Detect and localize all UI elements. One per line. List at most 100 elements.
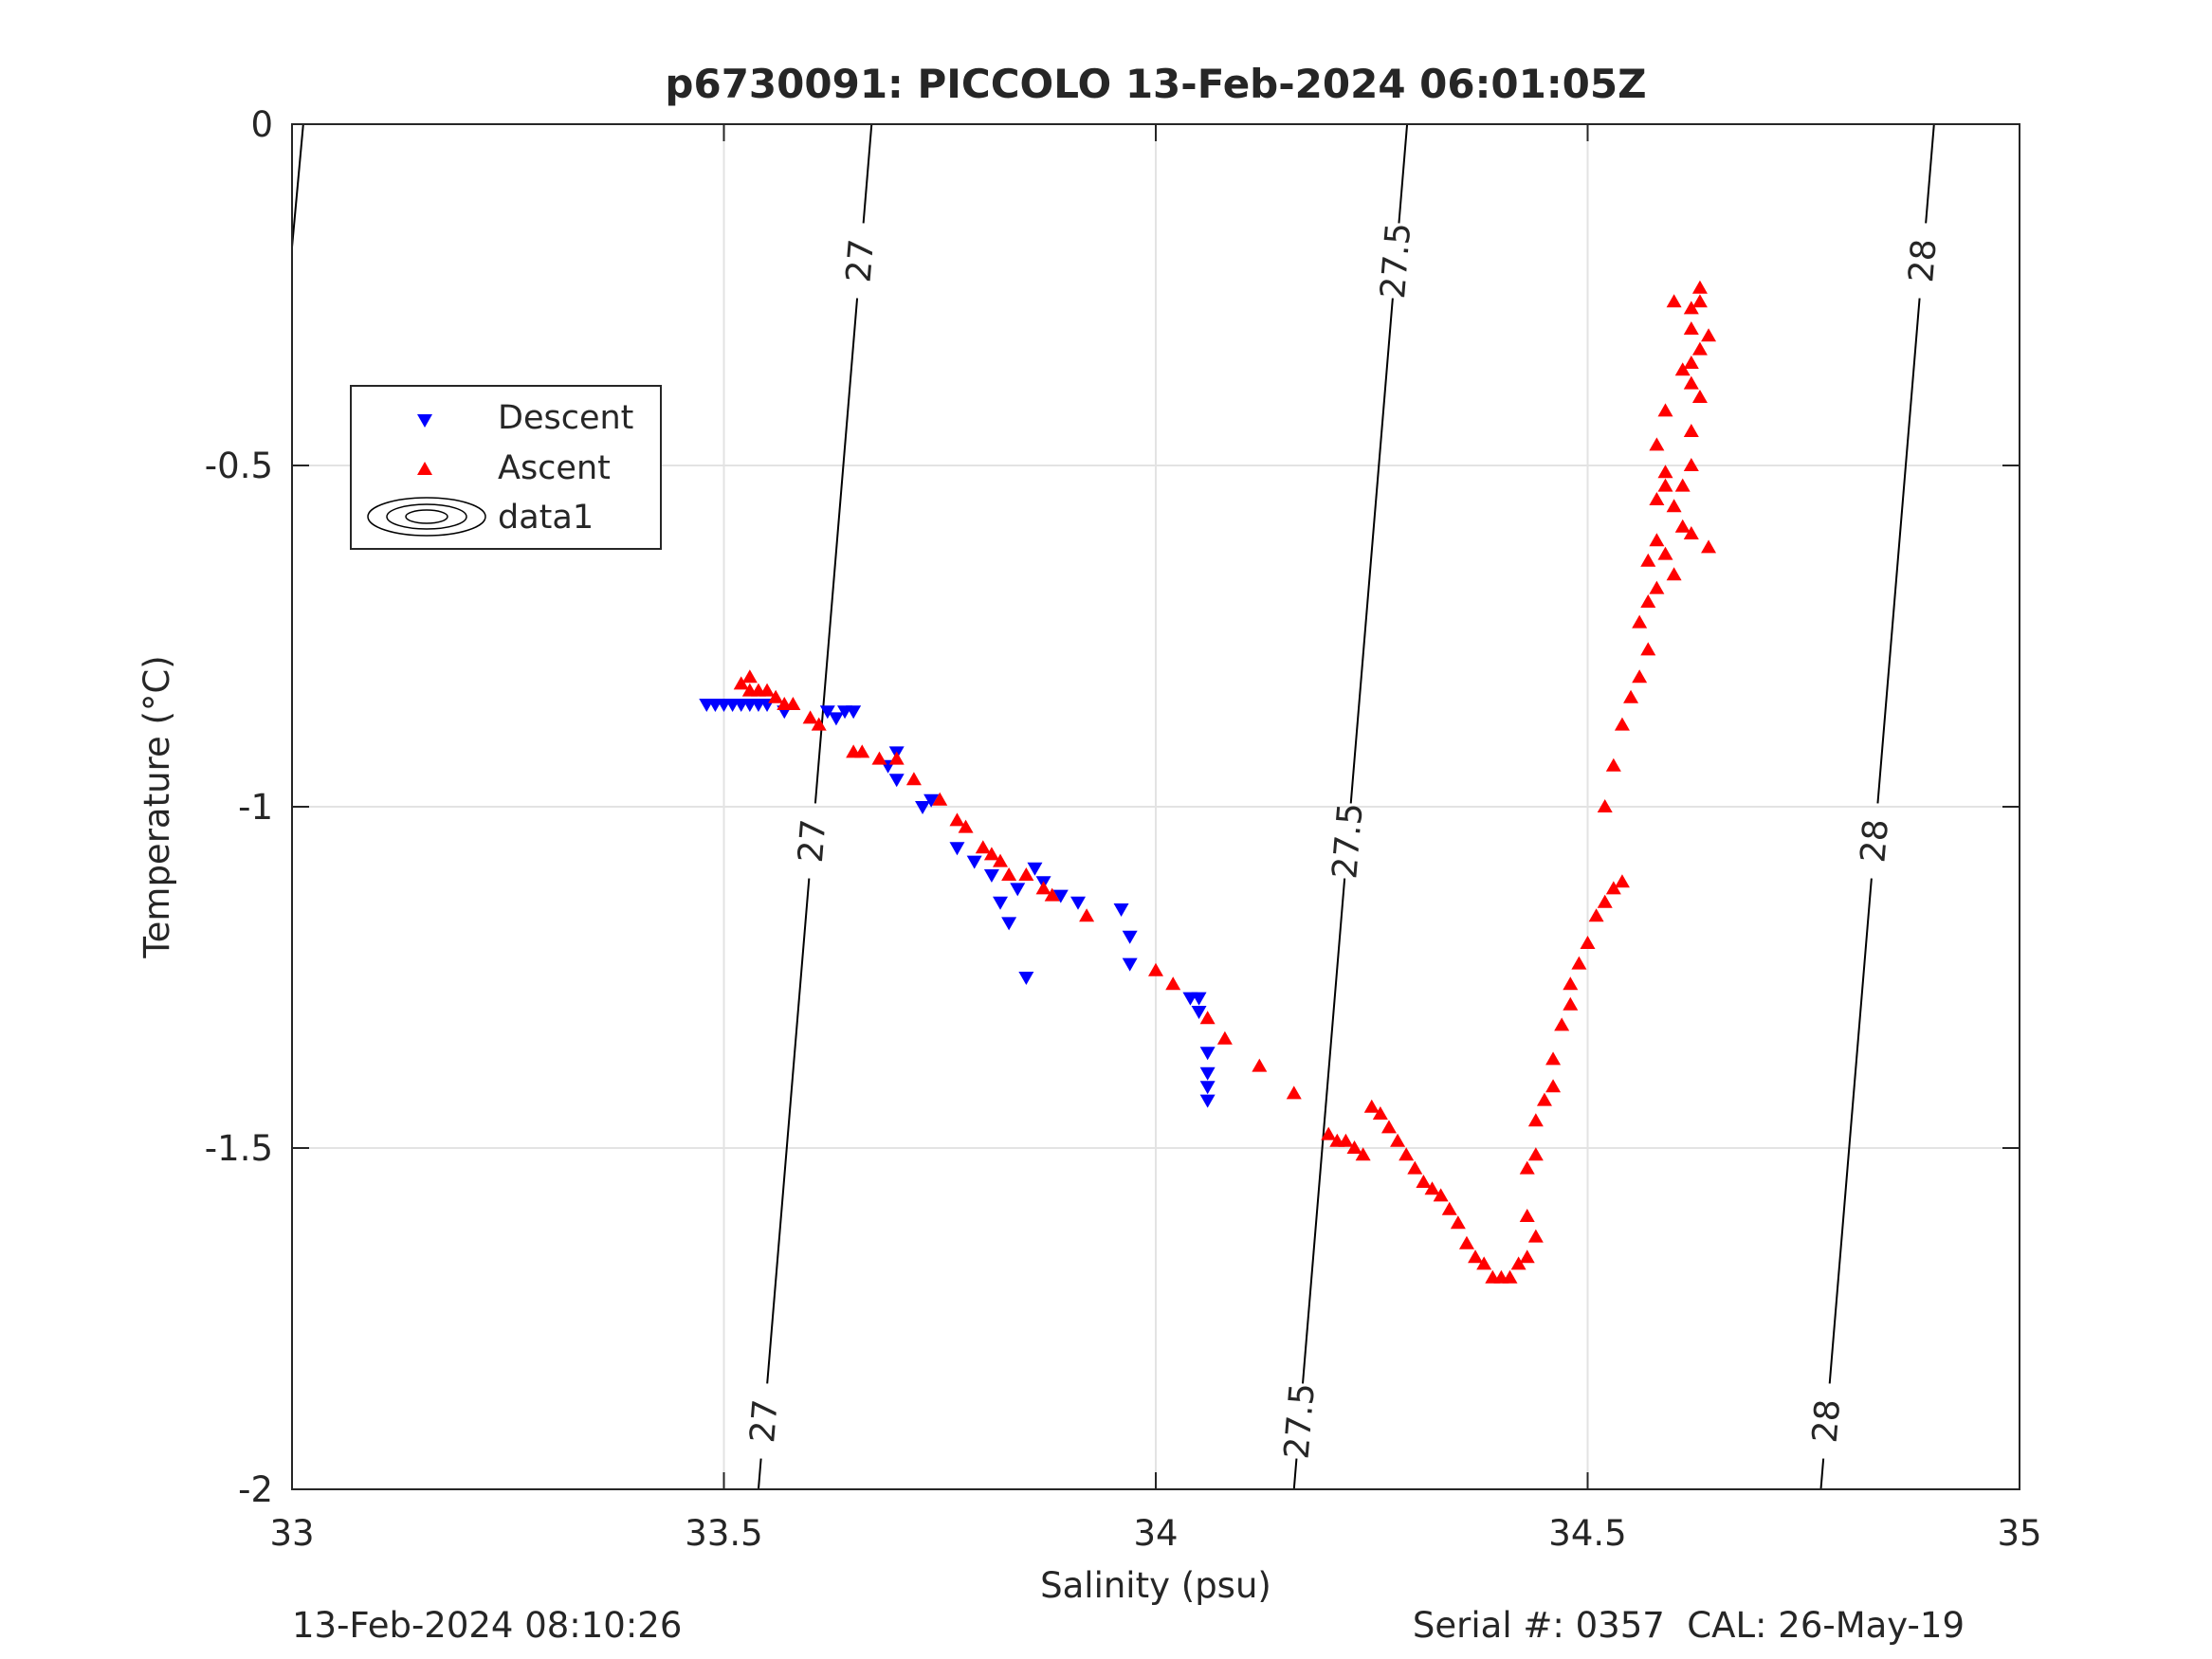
ascent-marker bbox=[1355, 1147, 1371, 1161]
ascent-marker bbox=[741, 669, 758, 684]
y-tick-label: -0.5 bbox=[205, 446, 273, 486]
ascent-marker bbox=[1683, 526, 1699, 539]
y-axis-label: Temperature (°C) bbox=[137, 655, 177, 958]
ascent-marker bbox=[768, 689, 784, 703]
ascent-marker bbox=[1683, 301, 1699, 315]
ascent-marker bbox=[1563, 976, 1579, 991]
descent-marker bbox=[949, 842, 965, 856]
descent-marker bbox=[828, 712, 844, 726]
descent-marker bbox=[819, 705, 835, 720]
y-tick-label: -2 bbox=[238, 1469, 273, 1510]
ascent-marker bbox=[1363, 1099, 1380, 1113]
ascent-marker bbox=[1683, 356, 1699, 369]
ascent-marker bbox=[1468, 1249, 1484, 1264]
ascent-marker bbox=[1554, 1017, 1570, 1031]
ascent-marker bbox=[1666, 567, 1682, 581]
ascent-marker bbox=[1649, 580, 1665, 594]
ascent-marker bbox=[1597, 894, 1613, 908]
ascent-marker bbox=[1441, 1201, 1457, 1215]
ascent-marker bbox=[1683, 458, 1699, 471]
ascent-marker bbox=[1398, 1147, 1415, 1161]
descent-marker bbox=[1010, 883, 1026, 897]
ascent-marker bbox=[1390, 1133, 1406, 1147]
ascent-marker bbox=[975, 840, 991, 854]
ascent-marker bbox=[1640, 642, 1656, 656]
ascent-marker bbox=[1597, 799, 1613, 812]
descent-marker bbox=[1122, 930, 1138, 944]
ascent-marker bbox=[1657, 465, 1673, 479]
ascent-marker bbox=[1527, 1229, 1544, 1243]
ascent-marker bbox=[1338, 1133, 1354, 1147]
ascent-marker bbox=[733, 676, 749, 690]
legend-descent-label: Descent bbox=[498, 399, 633, 437]
ascent-marker bbox=[1476, 1256, 1492, 1270]
isopycnal-segment bbox=[1398, 123, 1409, 224]
ascent-marker bbox=[1632, 669, 1648, 684]
ascent-marker bbox=[1588, 908, 1604, 922]
ascent-marker bbox=[888, 751, 905, 765]
y-axis-ticks: -2 -1.5 -1 -0.5 0 bbox=[205, 104, 2020, 1510]
ascent-marker bbox=[1450, 1215, 1466, 1230]
ascent-marker bbox=[1372, 1106, 1388, 1120]
ascent-marker bbox=[1079, 908, 1095, 922]
descent-marker bbox=[1122, 957, 1138, 972]
descent-marker bbox=[1070, 896, 1087, 910]
isopycnal-segment bbox=[1819, 1458, 1825, 1490]
density-contours: 27 27 27 27.5 27.5 27.5 28 28 28 bbox=[291, 123, 1945, 1490]
isopycnal-segment bbox=[1349, 298, 1394, 804]
ascent-marker bbox=[1252, 1058, 1268, 1072]
ascent-marker bbox=[983, 847, 999, 861]
ascent-marker bbox=[1691, 294, 1708, 308]
isopycnal-segment bbox=[1828, 878, 1873, 1384]
ascent-marker bbox=[1605, 881, 1621, 895]
descent-marker bbox=[993, 896, 1009, 910]
ascent-marker bbox=[1433, 1188, 1449, 1202]
legend-contour-label: data1 bbox=[498, 499, 594, 537]
ascent-marker bbox=[1640, 594, 1656, 608]
descent-marker bbox=[888, 774, 905, 788]
ascent-marker bbox=[1035, 881, 1051, 895]
ascent-marker bbox=[1683, 424, 1699, 437]
ascent-marker bbox=[1407, 1160, 1423, 1175]
ascent-marker bbox=[1666, 499, 1682, 513]
ascent-marker bbox=[1691, 341, 1708, 356]
legend-ascent-label: Ascent bbox=[498, 449, 611, 487]
ascent-marker bbox=[1519, 1209, 1535, 1222]
ascent-marker bbox=[759, 683, 776, 697]
ascent-marker bbox=[1545, 1079, 1562, 1093]
ascent-marker bbox=[802, 710, 818, 724]
ascent-marker bbox=[871, 751, 887, 765]
grid-lines bbox=[291, 123, 2020, 1490]
isopycnal-label: 27 bbox=[743, 1398, 786, 1445]
isopycnal-segment bbox=[766, 878, 811, 1384]
ascent-marker bbox=[1701, 328, 1717, 342]
x-tick-label: 35 bbox=[1997, 1513, 2041, 1554]
ascent-marker bbox=[1458, 1235, 1474, 1249]
isopycnal-label: 27 bbox=[840, 238, 883, 284]
ascent-marker bbox=[1691, 390, 1708, 403]
descent-marker bbox=[1052, 889, 1069, 903]
isopycnal-segment bbox=[1292, 1458, 1298, 1490]
descent-marker bbox=[1027, 862, 1043, 876]
isopycnal-segment bbox=[757, 1458, 762, 1490]
ascent-marker bbox=[958, 819, 974, 833]
footer-serial-cal: Serial #: 0357 CAL: 26-May-19 bbox=[1413, 1605, 1965, 1646]
descent-marker bbox=[1199, 1047, 1216, 1061]
descent-marker bbox=[1199, 1094, 1216, 1108]
legend-box bbox=[350, 385, 662, 550]
ascent-marker bbox=[1683, 375, 1699, 390]
ascent-marker bbox=[993, 853, 1009, 867]
ascent-marker bbox=[1148, 962, 1163, 976]
isopycnal-segment-corner bbox=[291, 123, 304, 247]
legend-ascent-marker bbox=[417, 462, 432, 475]
ascent-marker bbox=[1424, 1181, 1440, 1195]
ascent-marker bbox=[1657, 403, 1673, 417]
descent-marker bbox=[983, 869, 999, 883]
y-tick-label: -1.5 bbox=[205, 1128, 273, 1169]
ascent-marker bbox=[1605, 757, 1621, 772]
ascent-marker bbox=[1416, 1175, 1432, 1188]
x-tick-label: 33.5 bbox=[685, 1513, 762, 1554]
ascent-marker bbox=[1649, 533, 1665, 547]
ascent-marker bbox=[1165, 976, 1181, 991]
